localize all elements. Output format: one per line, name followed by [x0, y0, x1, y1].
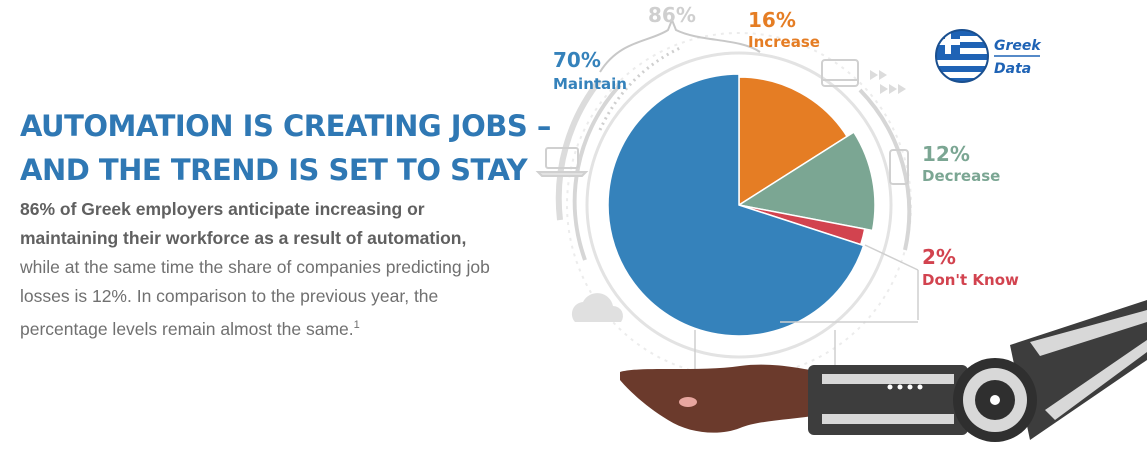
slice-increase — [738, 76, 849, 207]
badge-text-greek: Greek — [994, 38, 1042, 54]
body-text: 86% of Greek employers anticipate increa… — [20, 195, 510, 344]
label-decrease-pct: 12% — [922, 142, 970, 166]
slice-maintain — [607, 73, 865, 337]
hand-illustration — [620, 364, 820, 433]
label-maintain-name: Maintain — [553, 75, 627, 93]
decorative-rings — [555, 32, 912, 378]
label-decrease-name: Decrease — [922, 167, 1000, 185]
laptop-icon — [535, 147, 589, 177]
robot-arm-illustration — [808, 300, 1147, 442]
combined-brace — [599, 17, 761, 73]
greek-flag-icon — [935, 29, 989, 83]
pie-slices — [607, 73, 876, 337]
label-increase-pct: 16% — [748, 8, 796, 32]
greek-data-badge: Greek Data — [935, 29, 1042, 83]
label-dontknow-name: Don't Know — [922, 271, 1019, 289]
body-text-bold: 86% of Greek employers anticipate increa… — [20, 199, 467, 248]
fast-forward-icon — [870, 70, 906, 94]
headline-line-1: AUTOMATION IS CREATING JOBS – — [20, 109, 551, 143]
footnote-ref: 1 — [353, 319, 360, 331]
label-maintain-pct: 70% — [553, 48, 601, 72]
badge-text-data: Data — [994, 61, 1031, 77]
label-increase-name: Increase — [748, 33, 820, 51]
slice-decrease — [736, 131, 876, 232]
headline: AUTOMATION IS CREATING JOBS – AND THE TR… — [20, 104, 551, 192]
cloud-icon — [571, 293, 623, 322]
combined-label: 86% — [648, 3, 696, 27]
label-dontknow-pct: 2% — [922, 245, 956, 269]
tablet-icon — [821, 59, 859, 87]
phone-icon — [889, 149, 909, 185]
body-text-regular: while at the same time the share of comp… — [20, 257, 490, 339]
headline-line-2: AND THE TREND IS SET TO STAY — [20, 153, 528, 187]
